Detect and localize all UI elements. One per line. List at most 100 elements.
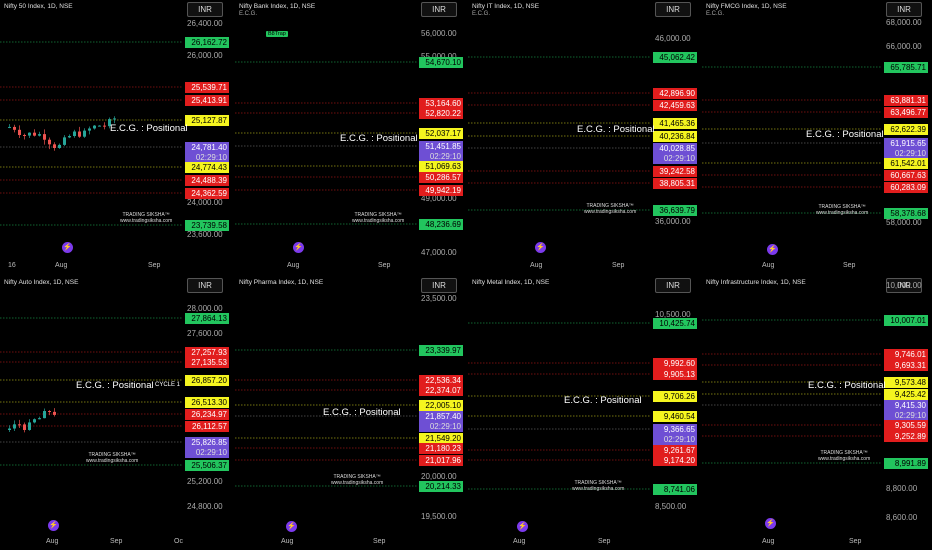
chart-title: Nifty Pharma Index, 1D, NSE	[239, 279, 324, 286]
time-axis-label: Sep	[612, 262, 625, 269]
price-axis-label: 27,600.00	[187, 329, 223, 338]
chart-panel[interactable]: Nifty Pharma Index, 1D, NSE INR 23,500.00 2…	[235, 276, 467, 550]
candle-body	[28, 132, 31, 136]
price-level-tag: 51,451.85	[419, 141, 463, 152]
chart-canvas[interactable]	[468, 0, 701, 274]
countdown-label: 02:29:10	[185, 152, 229, 163]
chart-panel[interactable]: Nifty 50 Index, 1D, NSE INR 26,400.00 26,00…	[0, 0, 233, 274]
price-level-tag: 49,942.19	[419, 185, 463, 196]
lightning-icon[interactable]: ⚡	[62, 242, 73, 253]
countdown-label: 02:29:10	[185, 447, 229, 458]
price-level-tag: 21,549.20	[419, 433, 463, 444]
candle-body	[78, 131, 81, 137]
price-axis-label: 68,000.00	[886, 18, 922, 27]
candle-body	[83, 130, 86, 137]
price-level-tag: 9,706.26	[653, 391, 697, 402]
lightning-icon[interactable]: ⚡	[286, 521, 297, 532]
chart-canvas[interactable]	[235, 276, 467, 550]
price-level-tag: 9,693.31	[884, 360, 928, 371]
time-axis-label: Sep	[843, 262, 856, 269]
price-level-tag: 61,915.65	[884, 138, 928, 149]
watermark: TRADING SIKSHA™ www.tradingsiksha.com	[86, 452, 138, 464]
watermark-url: www.tradingsiksha.com	[818, 456, 871, 462]
price-level-tag: 27,257.93	[185, 347, 229, 358]
watermark: TRADING SIKSHA™ www.tradingsiksha.com	[352, 212, 404, 224]
price-level-tag: 36,639.79	[653, 205, 697, 216]
chart-panel[interactable]: Nifty Metal Index, 1D, NSE INR 10,500.00 8,…	[468, 276, 701, 550]
price-level-tag: 58,378.68	[884, 208, 928, 219]
candle-body	[23, 135, 26, 137]
currency-button[interactable]: INR	[655, 278, 691, 293]
ecg-label: E.C.G. : Positional	[76, 380, 154, 391]
chart-title: Nifty IT Index, 1D, NSE	[472, 3, 540, 10]
price-level-tag: 27,135.53	[185, 357, 229, 368]
ecg-label: E.C.G. : Positional	[110, 123, 188, 134]
watermark: TRADING SIKSHA™ www.tradingsiksha.com	[572, 480, 624, 492]
lightning-icon[interactable]: ⚡	[517, 521, 528, 532]
chart-panel[interactable]: Nifty Auto Index, 1D, NSE CYCLE 1 INR 28,00…	[0, 276, 233, 550]
price-axis-label: 26,400.00	[187, 19, 223, 28]
currency-button[interactable]: INR	[655, 2, 691, 17]
candle-body	[23, 424, 26, 430]
chart-canvas[interactable]	[0, 276, 233, 550]
price-level-tag: 9,425.42	[884, 389, 928, 400]
price-level-tag: 9,992.60	[653, 358, 697, 369]
price-level-tag: 53,164.60	[419, 98, 463, 109]
ecg-label: E.C.G. : Positional	[323, 407, 401, 418]
price-level-tag: 54,670.10	[419, 57, 463, 68]
currency-button[interactable]: INR	[187, 278, 223, 293]
lightning-icon[interactable]: ⚡	[293, 242, 304, 253]
price-level-tag: 9,415.30	[884, 400, 928, 411]
price-level-tag: 22,536.34	[419, 375, 463, 386]
watermark: TRADING SIKSHA™ www.tradingsiksha.com	[331, 474, 383, 486]
price-level-tag: 26,162.72	[185, 37, 229, 48]
price-axis-label: 28,000.00	[187, 304, 223, 313]
price-level-tag: 10,007.01	[884, 315, 928, 326]
price-axis-label: 10,000.00	[886, 281, 922, 290]
candle-body	[18, 129, 21, 136]
price-axis-label: 24,000.00	[187, 198, 223, 207]
lightning-icon[interactable]: ⚡	[767, 244, 778, 255]
currency-button[interactable]: INR	[421, 278, 457, 293]
ecg-label: E.C.G. : Positional	[577, 124, 655, 135]
currency-button[interactable]: INR	[187, 2, 223, 17]
price-level-tag: 42,459.63	[653, 100, 697, 111]
time-axis-label: Aug	[530, 262, 543, 269]
candle-body	[93, 125, 96, 129]
lightning-icon[interactable]: ⚡	[765, 518, 776, 529]
currency-button[interactable]: INR	[886, 278, 922, 293]
chart-panel[interactable]: Nifty Infrastructure Index, 1D, NSE INR 10…	[702, 276, 932, 550]
chart-panel[interactable]: Nifty IT Index, 1D, NSE E.C.G. INR 46,000.0…	[468, 0, 701, 274]
price-level-tag: 25,826.85	[185, 437, 229, 448]
candle-body	[18, 424, 21, 426]
chart-title: Nifty FMCG Index, 1D, NSE	[706, 3, 787, 10]
price-axis-label: 24,800.00	[187, 502, 223, 511]
watermark-title: TRADING SIKSHA™	[88, 452, 136, 458]
price-axis-label: 25,200.00	[187, 477, 223, 486]
chart-canvas[interactable]	[0, 0, 233, 274]
price-level-tag: 10,425.74	[653, 318, 697, 329]
chart-panel[interactable]: Nifty Bank Index, 1D, NSE E.C.G. B8Trap INR…	[235, 0, 467, 274]
currency-button[interactable]: INR	[886, 2, 922, 17]
time-axis-label: Sep	[110, 538, 123, 545]
watermark: TRADING SIKSHA™ www.tradingsiksha.com	[584, 203, 636, 215]
price-axis-label: 55,000.00	[419, 51, 459, 62]
chart-panel[interactable]: Nifty FMCG Index, 1D, NSE E.C.G. INR 68,000…	[702, 0, 932, 274]
indicator-label: E.C.G.	[472, 11, 491, 17]
chart-canvas[interactable]	[702, 0, 932, 274]
price-level-tag: 8,991.89	[884, 458, 928, 469]
price-level-tag: 45,062.42	[653, 52, 697, 63]
candle-body	[13, 424, 16, 429]
candle-body	[48, 139, 51, 145]
time-axis-label: Sep	[378, 262, 391, 269]
ecg-label: E.C.G. : Positional	[340, 133, 418, 144]
price-axis-label: 10,500.00	[655, 310, 691, 319]
chart-canvas[interactable]	[702, 276, 932, 550]
chart-canvas[interactable]	[468, 276, 701, 550]
candle-body	[53, 144, 56, 148]
price-level-tag: 52,820.22	[419, 108, 463, 119]
lightning-icon[interactable]: ⚡	[48, 520, 59, 531]
currency-button[interactable]: INR	[421, 2, 457, 17]
chart-canvas[interactable]	[235, 0, 467, 274]
lightning-icon[interactable]: ⚡	[535, 242, 546, 253]
